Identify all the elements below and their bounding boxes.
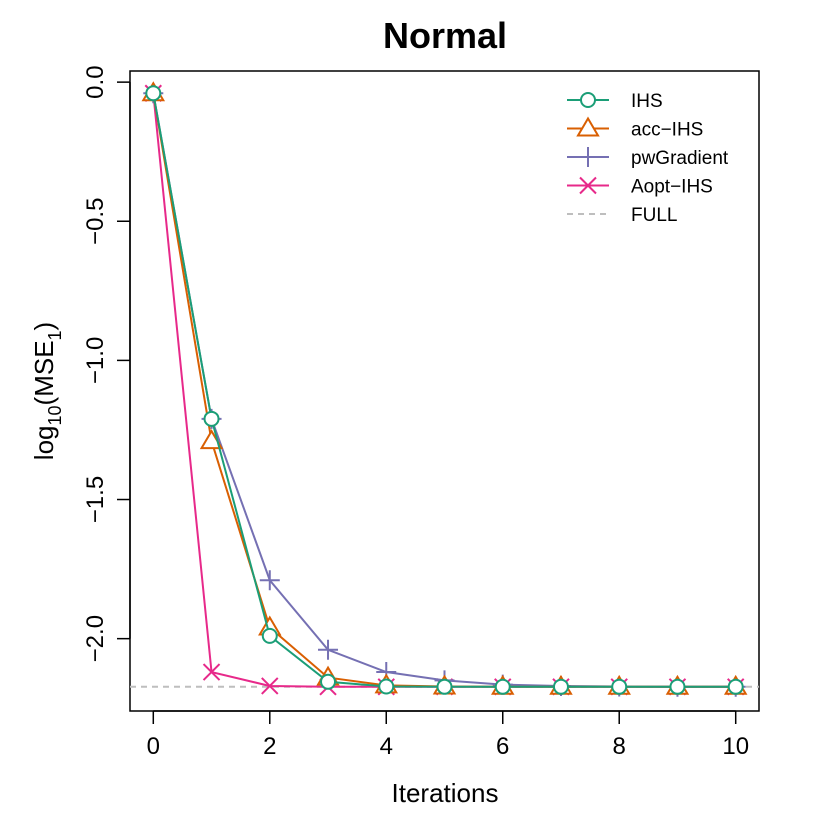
x-tick-label: 8 — [613, 733, 626, 760]
legend-item: acc−IHS — [567, 116, 703, 141]
y-axis: 0.0 −0.5 −1.0 −1.5 −2.0 — [82, 65, 131, 662]
y-axis-label-end: ) — [29, 322, 59, 331]
legend-label: acc−IHS — [631, 120, 703, 141]
x-tick-label: 10 — [722, 733, 749, 760]
data-point — [494, 678, 511, 695]
legend-label: pwGradient — [631, 148, 729, 169]
data-point — [320, 673, 337, 690]
data-point — [611, 678, 628, 695]
y-tick-label: −1.5 — [82, 476, 109, 523]
legend-item: FULL — [567, 205, 677, 226]
y-tick-label: 0.0 — [82, 65, 109, 98]
y-axis-label-base: log — [29, 426, 59, 461]
data-point — [259, 570, 280, 591]
data-point — [203, 410, 220, 427]
data-point — [578, 147, 598, 167]
data-point — [580, 92, 596, 108]
legend-item: pwGradient — [567, 147, 729, 169]
legend-label: FULL — [631, 205, 677, 226]
series-layer — [141, 81, 748, 697]
data-point — [552, 678, 569, 695]
data-point — [579, 176, 597, 195]
data-point — [145, 85, 162, 102]
x-tick-label: 4 — [380, 733, 393, 760]
data-point — [436, 678, 453, 695]
x-tick-label: 2 — [263, 733, 276, 760]
legend-item: Aopt−IHS — [567, 177, 713, 198]
y-tick-label: −0.5 — [82, 198, 109, 245]
y-tick-label: −2.0 — [82, 615, 109, 662]
x-tick-label: 0 — [147, 733, 160, 760]
data-point — [727, 678, 744, 695]
chart-title: Normal — [383, 15, 507, 56]
data-point — [669, 678, 686, 695]
y-axis-label-sub2: 1 — [45, 330, 65, 340]
data-point — [576, 116, 600, 137]
legend-label: Aopt−IHS — [631, 177, 713, 198]
x-axis-label: Iterations — [392, 778, 499, 808]
y-axis-label-sub1: 10 — [45, 405, 65, 425]
data-point — [202, 663, 221, 681]
y-tick-label: −1.0 — [82, 337, 109, 384]
y-axis-label-mid: (MSE — [29, 340, 59, 405]
data-point — [261, 677, 279, 695]
series-circle — [145, 85, 744, 695]
legend-item: IHS — [567, 91, 663, 112]
legend-label: IHS — [631, 91, 663, 112]
data-point — [318, 639, 339, 660]
data-point — [261, 627, 278, 644]
data-point — [378, 678, 395, 695]
x-axis: 0 2 4 6 8 10 — [147, 710, 749, 760]
x-tick-label: 6 — [496, 733, 509, 760]
y-axis-label: log10(MSE1) — [29, 322, 65, 460]
legend: IHS acc−IHS pwGradient Aopt−IHS FULL — [567, 91, 729, 226]
